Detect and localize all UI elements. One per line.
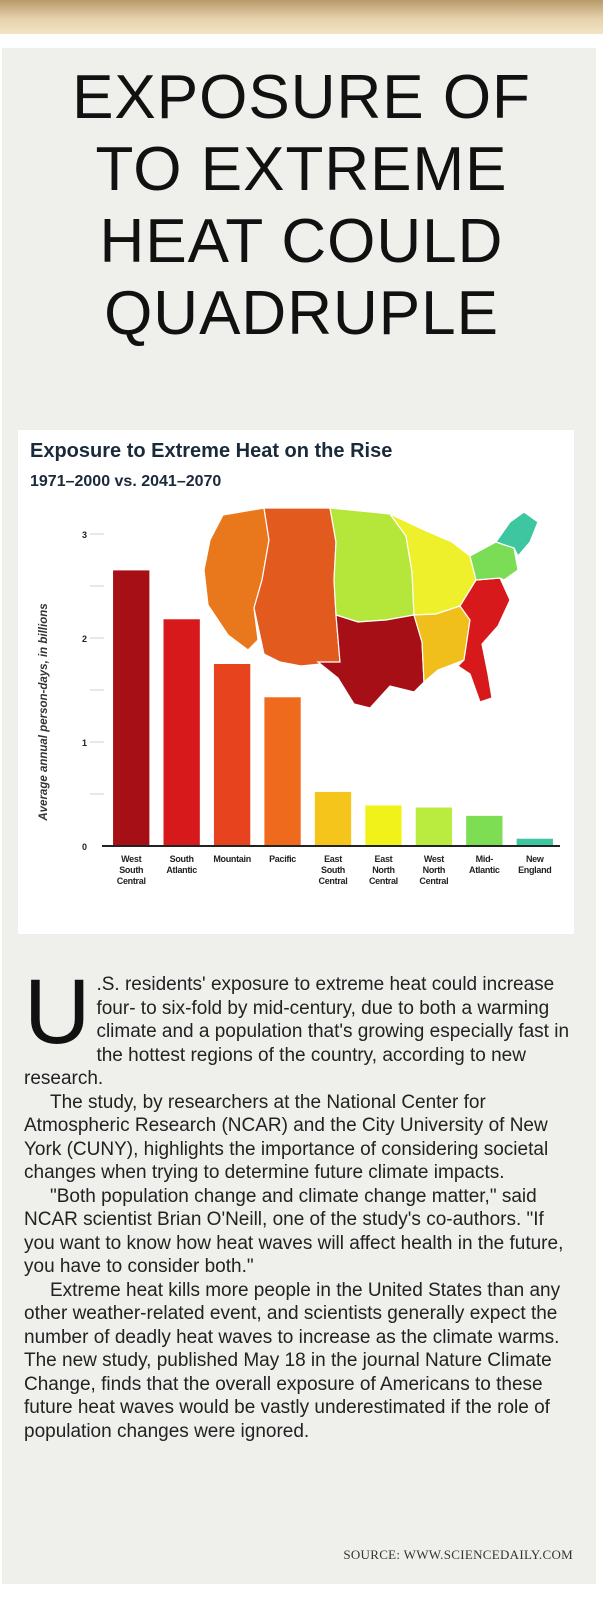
y-tick-label: 1 — [82, 738, 87, 748]
x-tick-label: Atlantic — [469, 865, 500, 875]
x-tick-label: South — [321, 865, 345, 875]
x-tick-label: North — [372, 865, 395, 875]
x-tick-label: Pacific — [269, 854, 296, 864]
article-paragraph: "Both population change and climate chan… — [24, 1185, 564, 1278]
top-banner-image — [0, 0, 603, 34]
us-map — [203, 507, 539, 709]
article-text: .S. residents' exposure to extreme heat … — [24, 974, 570, 1089]
map-region-south-atlantic — [457, 577, 511, 703]
bar — [213, 664, 251, 846]
x-tick-label: North — [423, 865, 446, 875]
x-tick-label: South — [119, 865, 143, 875]
y-axis-label: Average annual person-days, in billions — [38, 603, 50, 821]
bar — [113, 570, 150, 846]
chart-container: Exposure to Extreme Heat on the Rise 197… — [18, 430, 574, 934]
bar — [264, 697, 301, 846]
x-tick-label: Central — [369, 876, 398, 886]
y-tick-label: 0 — [82, 842, 87, 852]
bar — [314, 791, 352, 846]
x-tick-label: Atlantic — [166, 865, 197, 875]
chart-subtitle: 1971–2000 vs. 2041–2070 — [30, 473, 221, 490]
x-tick-label: West — [424, 854, 444, 864]
article-paragraph: U .S. residents' exposure to extreme heat… — [24, 961, 578, 1091]
page-title: EXPOSURE OF TO EXTREME HEAT COULD QUADRU… — [0, 62, 603, 350]
y-tick-label: 3 — [82, 530, 87, 540]
title-line: EXPOSURE OF — [72, 63, 531, 132]
bar-series: 0123WestSouthCentralSouthAtlanticMountai… — [82, 530, 560, 886]
y-tick-label: 2 — [82, 634, 87, 644]
article-body: U .S. residents' exposure to extreme heat… — [24, 961, 578, 1443]
x-tick-label: West — [121, 854, 141, 864]
x-tick-label: Mid- — [476, 854, 494, 864]
x-tick-label: South — [170, 854, 194, 864]
map-region-west-south-central — [316, 614, 425, 709]
x-tick-label: East — [375, 854, 393, 864]
article-paragraph: Extreme heat kills more people in the Un… — [24, 1279, 561, 1442]
x-tick-label: East — [324, 854, 342, 864]
bar-chart: Exposure to Extreme Heat on the Rise 197… — [30, 440, 560, 886]
x-tick-label: Central — [319, 876, 348, 886]
x-tick-label: England — [518, 865, 551, 875]
bar — [516, 838, 553, 846]
bar — [163, 619, 200, 846]
article-paragraph: The study, by researchers at the Nationa… — [24, 1091, 549, 1184]
x-tick-label: New — [526, 854, 545, 864]
bar — [365, 805, 402, 846]
x-tick-label: Central — [419, 876, 448, 886]
map-region-new-england — [495, 511, 539, 558]
source-credit: SOURCE: WWW.SCIENCEDAILY.COM — [343, 1547, 573, 1562]
x-tick-label: Central — [117, 876, 146, 886]
map-region-mid-atlantic — [469, 541, 519, 581]
title-line: HEAT COULD — [99, 207, 504, 276]
bar — [415, 807, 453, 846]
bar — [466, 815, 503, 846]
chart-title: Exposure to Extreme Heat on the Rise — [30, 440, 392, 462]
drop-cap: U — [24, 961, 91, 1063]
title-line: QUADRUPLE — [104, 279, 499, 348]
title-line: TO EXTREME — [95, 135, 508, 204]
x-tick-label: Mountain — [213, 854, 251, 864]
